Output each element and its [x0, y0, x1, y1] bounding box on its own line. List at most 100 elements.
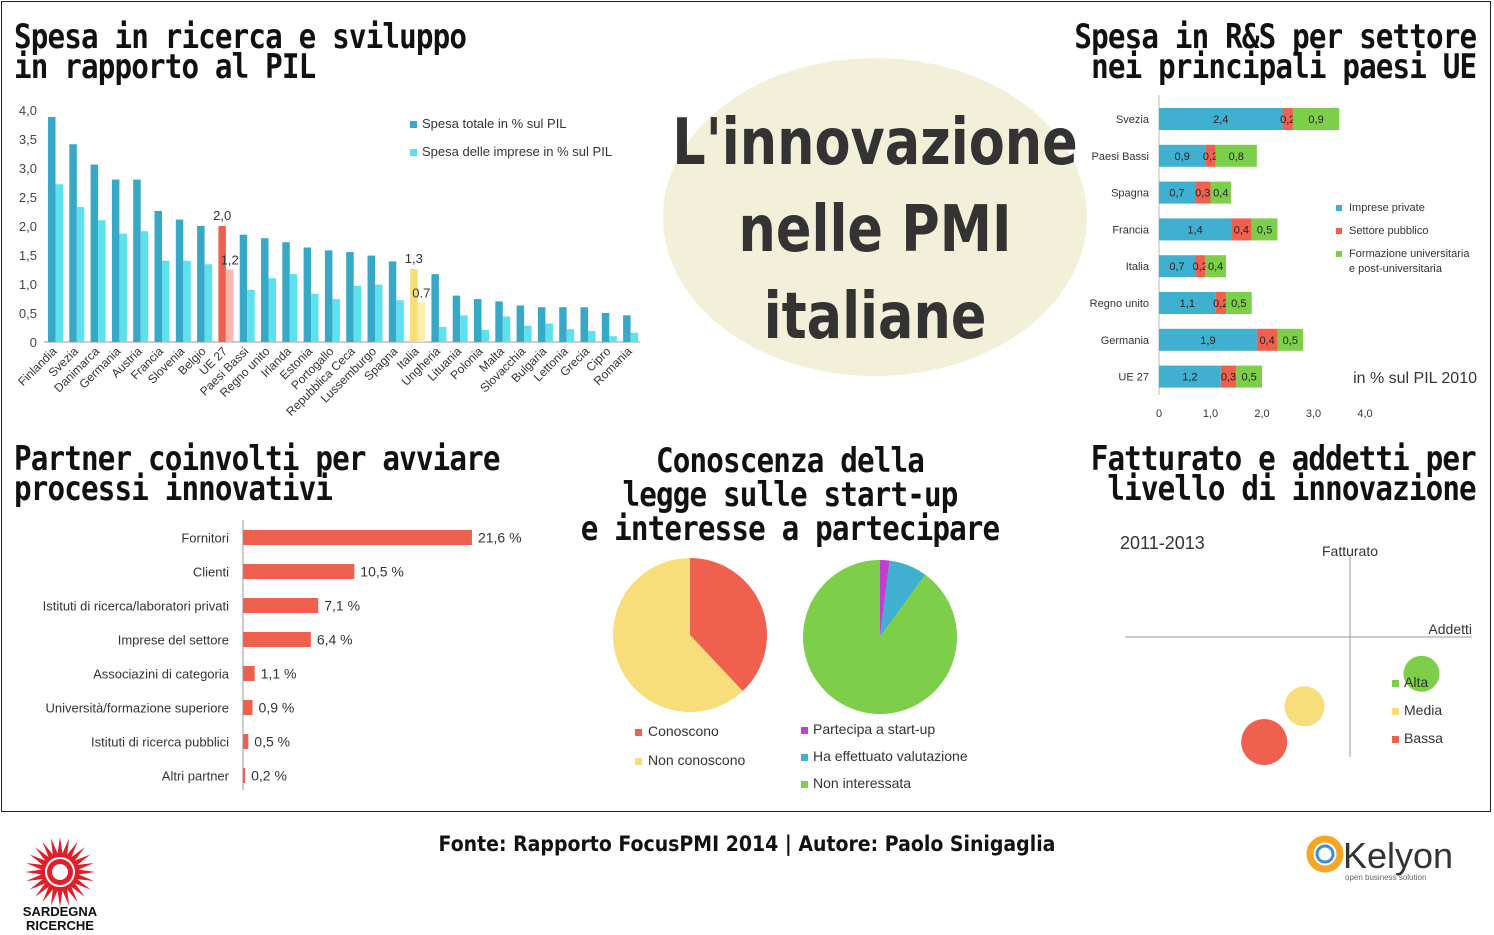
- bar-value: 6,4 %: [317, 632, 353, 648]
- y-tick-ue-27: UE 27: [1118, 372, 1149, 384]
- legend-swatch: [410, 149, 417, 156]
- legend-swatch: [1392, 708, 1399, 715]
- bar-finlandia-totale: [48, 116, 56, 343]
- sardegna-ricerche-logo: SARDEGNA RICERCHE: [23, 837, 98, 932]
- y-tick-clienti: Clienti: [193, 565, 229, 580]
- bar-slovacchia-totale: [516, 305, 525, 342]
- segment-label: 0,5: [1241, 372, 1256, 384]
- bar-slovenia-imprese: [183, 260, 191, 342]
- segment-svezia-2: [1292, 108, 1340, 130]
- segment-label: 0,2: [1193, 261, 1208, 273]
- startup-pies: Conoscono Non conoscono Partecipa a start-…: [613, 558, 968, 791]
- legend-label: Conoscono: [648, 723, 719, 739]
- bar-ue-27-imprese: [225, 269, 234, 342]
- segment-label: 0,4: [1208, 261, 1223, 273]
- title-rd-sector: Spesa in R&S per settore nei principali p…: [1074, 17, 1477, 87]
- bar-regno-unito-totale: [261, 238, 269, 342]
- point-alta: [1403, 655, 1440, 692]
- bar-istituti-di-ricerca-pubblici: [243, 734, 249, 749]
- segment-regno-unito-2: [1225, 292, 1252, 314]
- y-tick-francia: Francia: [1112, 224, 1150, 236]
- legend-swatch: [1392, 736, 1399, 743]
- kelyon-tagline: open business solution: [1345, 873, 1426, 882]
- bar-estonia-totale: [303, 247, 312, 342]
- y-tick-italia: Italia: [1126, 261, 1150, 273]
- bar-value: 0,5 %: [254, 734, 290, 750]
- segment-label: 0,2: [1203, 151, 1218, 163]
- segment-label: 0,3: [1195, 188, 1210, 200]
- point-media: [1284, 686, 1325, 727]
- y-tick-label: 1,0: [19, 277, 37, 292]
- x-tick-label: 2,0: [1254, 408, 1269, 420]
- segment-spagna-2: [1210, 181, 1232, 204]
- legend-swatch: [801, 727, 808, 734]
- segment-label: 0,5: [1283, 335, 1298, 347]
- bar-slovenia-totale: [175, 219, 184, 342]
- rd-gdp-chart: 00,51,01,52,02,53,03,54,0FinlandiaSvezia…: [15, 103, 640, 419]
- bar-imprese-del-settore: [243, 632, 311, 647]
- bar-bulgaria-totale: [537, 307, 546, 342]
- bar-lettonia-imprese: [566, 329, 575, 342]
- sun-ray: [29, 876, 49, 890]
- sun-ray: [35, 847, 52, 864]
- bar-slovacchia-imprese: [524, 325, 532, 342]
- segment-spagna-0: [1159, 181, 1196, 204]
- y-tick-altri-partner: Altri partner: [162, 769, 230, 784]
- kelyon-wordmark: Kelyon: [1343, 835, 1453, 876]
- legend-label: Spesa totale in % sul PIL: [422, 116, 567, 131]
- bar-lituania-totale: [452, 295, 461, 342]
- title-partners: Partner coinvolti per avviare processi in…: [14, 439, 500, 509]
- segment-francia-1: [1231, 218, 1252, 241]
- x-tick-label: 4,0: [1357, 408, 1372, 420]
- sun-ray: [35, 880, 52, 897]
- bar-romania-imprese: [630, 332, 639, 342]
- legend-swatch: [635, 758, 642, 765]
- x-tick-label: 3,0: [1306, 408, 1321, 420]
- bar-value: 1,1 %: [261, 666, 297, 682]
- segment-ue-27-0: [1159, 365, 1221, 388]
- legend-swatch: [1336, 251, 1342, 257]
- unit-note: in % sul PIL 2010: [1353, 370, 1477, 387]
- sun-ray: [68, 847, 85, 864]
- segment-label: 2,4: [1213, 114, 1228, 126]
- segment-germania-1: [1256, 328, 1278, 351]
- x-tick-label: 0: [1156, 408, 1162, 420]
- center-title-bubble: [663, 58, 1087, 376]
- bar-malta-imprese: [502, 316, 511, 342]
- sun-ray: [50, 885, 60, 906]
- y-tick-germania: Germania: [1101, 335, 1150, 347]
- bar-germania-imprese: [119, 233, 127, 342]
- bar-portogallo-imprese: [332, 299, 340, 342]
- segment-francia-2: [1251, 218, 1278, 241]
- segment-germania-0: [1159, 328, 1257, 351]
- segment-label: 0,7: [1169, 261, 1184, 273]
- bar-svezia-imprese: [76, 206, 85, 342]
- legend-label: Alta: [1404, 674, 1428, 690]
- legend-label: Bassa: [1404, 730, 1443, 746]
- bar-grecia-imprese: [588, 330, 596, 342]
- segment-paesi-bassi-0: [1159, 144, 1206, 167]
- y-tick-istituti-di-ricerca-pubblici: Istituti di ricerca pubblici: [91, 735, 229, 750]
- sun-ray: [64, 883, 78, 903]
- bar-clienti: [243, 564, 355, 579]
- y-tick-label: 3,0: [19, 161, 37, 176]
- segment-italia-2: [1205, 255, 1226, 278]
- title-revenue: Fatturato e addetti per livello di innova…: [1090, 439, 1477, 509]
- segment-label: 0,9: [1308, 114, 1323, 126]
- bar-finlandia-imprese: [55, 184, 63, 342]
- sun-ray: [57, 837, 63, 857]
- bar-lituania-imprese: [460, 315, 468, 342]
- interesse-slice-2: [803, 560, 957, 714]
- segment-francia-0: [1159, 218, 1232, 241]
- legend-label: Partecipa a start-up: [813, 721, 935, 737]
- legend-label: Non interessata: [813, 775, 911, 791]
- bar-altri-partner: [243, 768, 246, 783]
- bar-irlanda-imprese: [289, 274, 298, 342]
- segment-label: 0,5: [1231, 298, 1246, 310]
- segment-ue-27-2: [1236, 365, 1262, 388]
- y-tick-label: 0: [30, 335, 37, 350]
- bar-malta-totale: [495, 301, 503, 342]
- bar-repubblica-ceca-totale: [346, 252, 354, 342]
- sun-ray: [26, 872, 47, 882]
- bar-italia-totale: [410, 268, 418, 342]
